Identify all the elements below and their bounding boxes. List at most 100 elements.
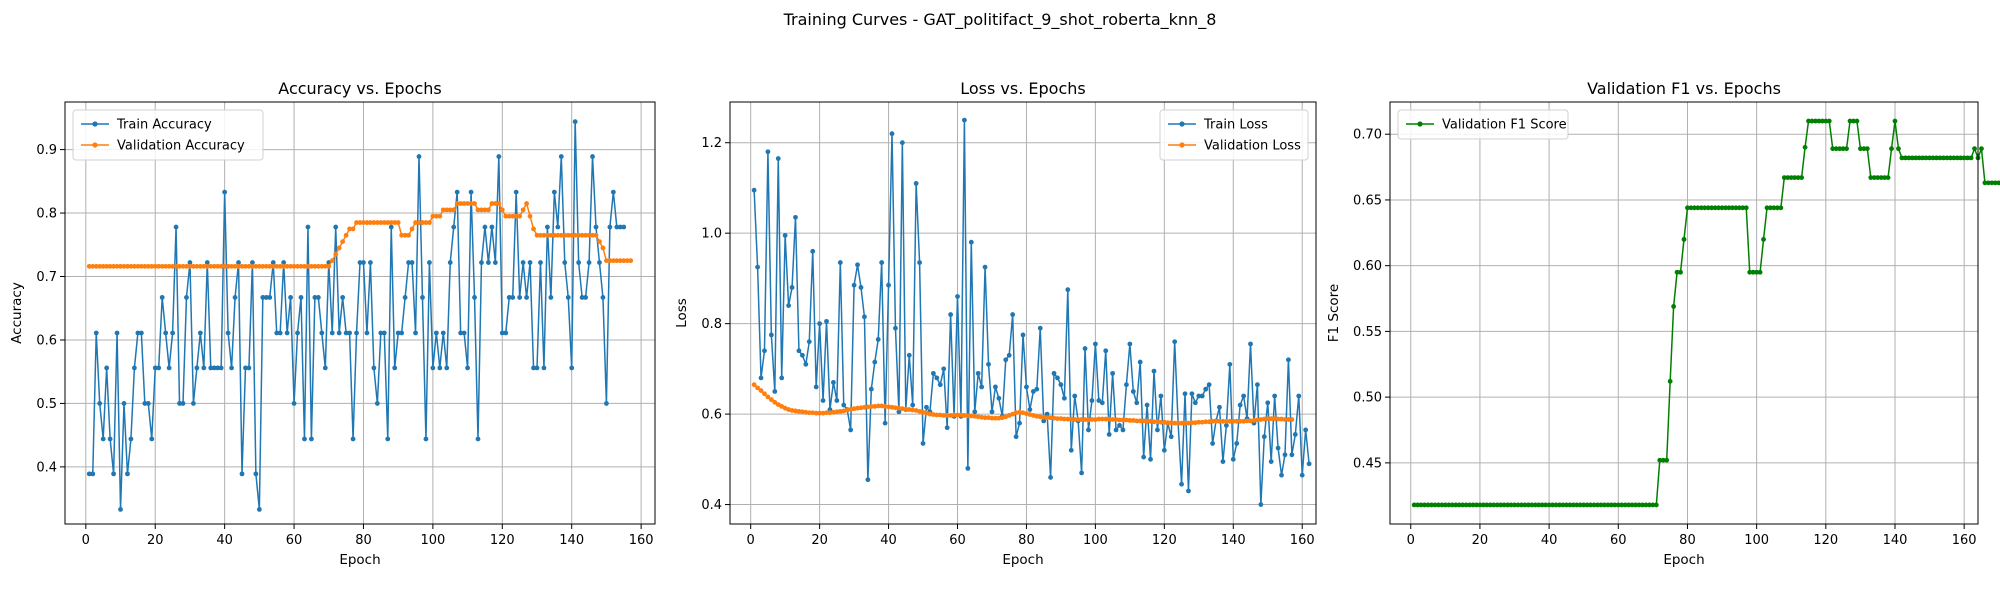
data-point — [180, 263, 186, 269]
data-point — [1068, 447, 1074, 453]
data-point — [593, 224, 599, 230]
data-point — [465, 201, 470, 206]
data-point — [461, 330, 467, 336]
data-point — [1830, 146, 1836, 152]
data-point — [1092, 341, 1098, 347]
data-point — [565, 232, 571, 238]
data-point — [765, 394, 771, 400]
data-point — [1944, 155, 1950, 161]
data-point — [1120, 417, 1126, 423]
data-point — [1909, 155, 1915, 161]
y-tick-label: 0.55 — [1353, 325, 1382, 340]
data-point — [392, 220, 398, 225]
data-point — [621, 258, 627, 264]
data-point — [951, 412, 957, 418]
data-point — [1595, 502, 1600, 508]
data-point — [152, 365, 158, 371]
data-point — [1480, 502, 1486, 508]
data-point — [1709, 205, 1715, 211]
data-point — [1892, 118, 1898, 124]
x-tick-label: 160 — [1952, 533, 1977, 548]
data-point — [1608, 502, 1614, 508]
plot-frame — [729, 101, 1317, 525]
y-tick-label: 1.0 — [701, 227, 722, 242]
data-point — [1158, 419, 1164, 425]
data-point — [201, 263, 207, 269]
data-point — [1906, 155, 1912, 161]
data-point — [368, 260, 373, 265]
data-point — [586, 232, 592, 238]
data-point — [1072, 393, 1078, 399]
x-tick-label: 160 — [629, 533, 654, 548]
data-point — [1515, 502, 1521, 508]
data-point — [1861, 146, 1867, 152]
data-point — [315, 295, 321, 300]
data-point — [246, 263, 252, 269]
data-point — [930, 370, 936, 376]
data-point — [555, 232, 561, 238]
data-point — [333, 251, 339, 257]
data-point — [772, 399, 778, 405]
data-point — [944, 413, 950, 418]
data-point — [1809, 118, 1815, 124]
data-point — [941, 413, 947, 418]
data-point — [1927, 155, 1932, 161]
data-point — [1275, 416, 1281, 422]
data-point — [1574, 502, 1580, 508]
data-point — [208, 365, 214, 371]
data-point — [548, 232, 554, 238]
data-point — [371, 365, 377, 371]
data-point — [1075, 417, 1081, 422]
data-point — [968, 239, 974, 245]
data-point — [520, 260, 526, 265]
data-point — [1268, 416, 1274, 422]
legend-label: Validation Accuracy — [117, 139, 245, 154]
data-point — [1588, 502, 1594, 508]
y-tick-label: 0.4 — [701, 498, 722, 513]
data-point — [364, 330, 370, 336]
data-point — [350, 436, 356, 442]
data-point — [600, 295, 606, 300]
data-point — [1144, 418, 1150, 424]
data-point — [607, 258, 613, 264]
data-point — [1048, 475, 1053, 480]
data-point — [1113, 427, 1119, 433]
data-point — [145, 401, 151, 406]
data-point — [579, 295, 585, 300]
data-point — [142, 401, 148, 406]
data-point — [510, 213, 516, 219]
data-point — [302, 263, 307, 269]
data-point — [1418, 502, 1424, 508]
data-point — [204, 260, 210, 265]
data-point — [399, 330, 405, 336]
data-point — [1289, 417, 1295, 422]
data-point — [944, 425, 950, 431]
data-point — [1199, 393, 1205, 399]
data-point — [1432, 502, 1438, 508]
data-point — [496, 154, 502, 159]
data-point — [1065, 416, 1071, 422]
data-point — [993, 415, 998, 421]
data-point — [1027, 407, 1033, 412]
x-tick-label: 0 — [747, 533, 755, 548]
data-point — [806, 410, 812, 416]
data-point — [1619, 502, 1625, 508]
data-point — [239, 471, 245, 477]
data-point — [1961, 155, 1967, 161]
data-point — [1141, 454, 1147, 460]
data-point — [1622, 502, 1628, 508]
y-tick-label: 0.5 — [36, 397, 57, 412]
data-point — [1764, 205, 1770, 211]
data-point — [910, 402, 916, 408]
y-axis-label: F1 Score — [1326, 284, 1342, 342]
data-point — [1282, 417, 1288, 422]
series-markers-1 — [1411, 118, 2000, 508]
x-tick-label: 20 — [811, 533, 828, 548]
data-point — [1234, 441, 1240, 446]
data-point — [875, 337, 881, 342]
plot-frame — [64, 101, 656, 525]
data-point — [468, 189, 474, 195]
data-point — [1175, 420, 1181, 426]
data-point — [388, 220, 394, 225]
data-point — [305, 224, 311, 230]
